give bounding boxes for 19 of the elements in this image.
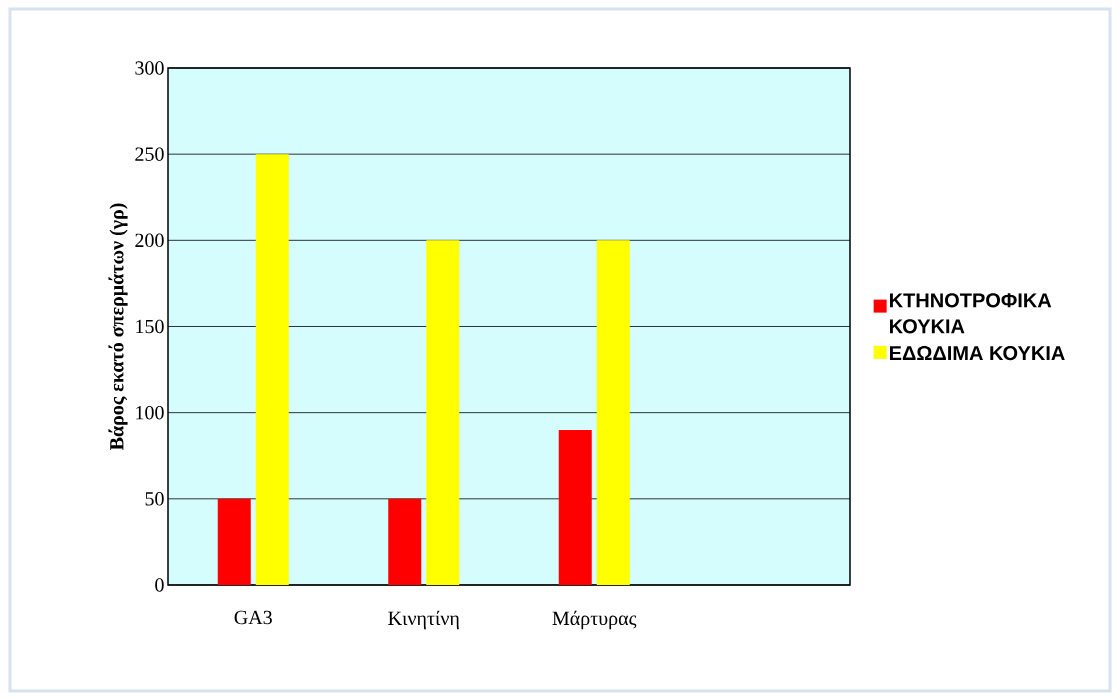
bar (426, 240, 460, 585)
y-tick-label: 100 (136, 405, 164, 420)
legend-label: ΚΤΗΝΟΤΡΟΦΙΚΑ ΚΟΥΚΙΑ (889, 293, 1052, 334)
legend-label: ΕΔΩΔΙΜΑ ΚΟΥΚΙΑ (889, 346, 1065, 361)
bar (558, 429, 592, 585)
y-axis-title: Βάρος εκατό σπερμάτων (γρ) (108, 203, 128, 451)
bar (596, 240, 630, 585)
y-tick-label: 250 (135, 147, 164, 161)
x-tick-label: GA3 (234, 610, 272, 625)
y-tick-label: 50 (145, 492, 164, 506)
x-tick-label: Κινητίνη (388, 610, 459, 630)
bar (388, 498, 422, 585)
bar (255, 154, 289, 585)
y-tick-label: 300 (135, 61, 164, 75)
y-tick-label: 200 (135, 233, 164, 248)
x-tick-label: Μάρτυρας (552, 610, 637, 630)
y-tick-label: 0 (155, 578, 164, 592)
y-tick-label: 150 (136, 319, 164, 334)
bar (217, 498, 251, 585)
